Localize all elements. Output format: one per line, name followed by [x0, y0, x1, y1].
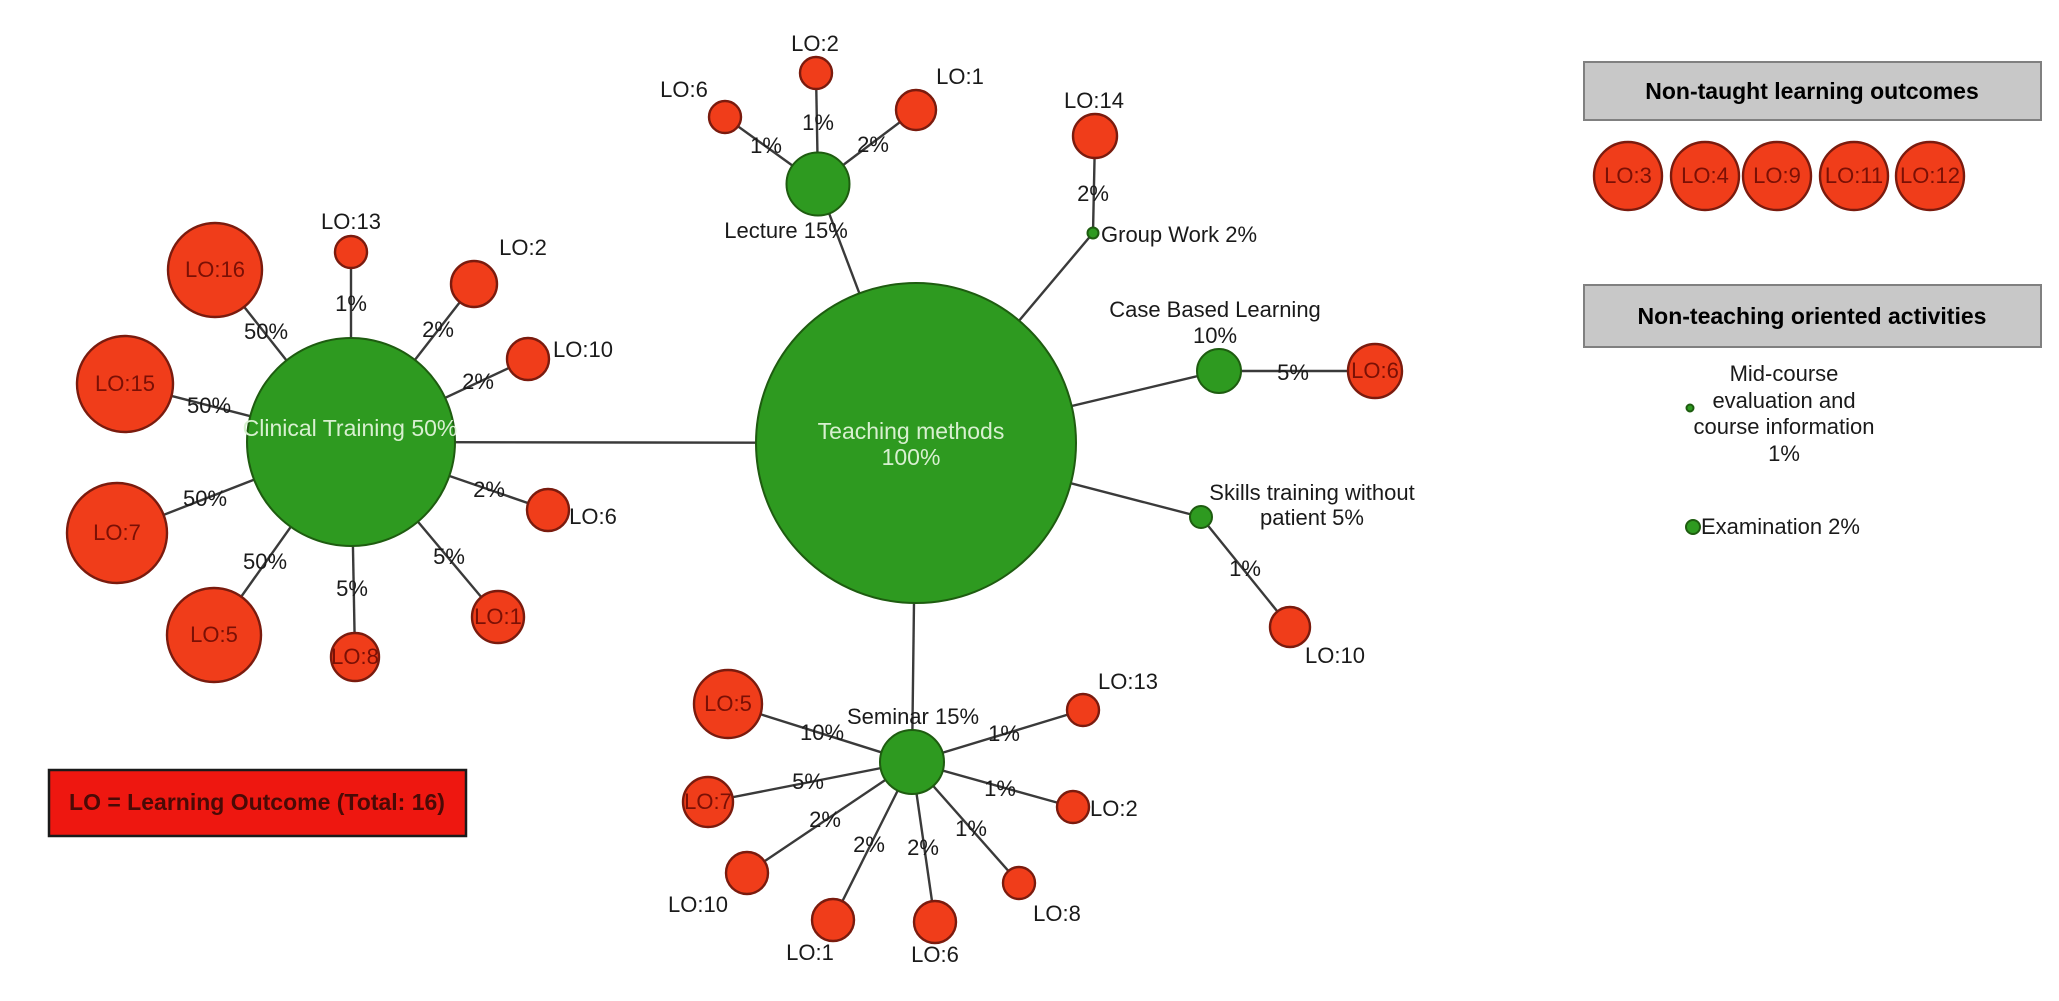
svg-text:Examination 2%: Examination 2%	[1701, 514, 1860, 539]
svg-text:2%: 2%	[462, 369, 494, 394]
svg-text:LO:13: LO:13	[321, 209, 381, 234]
svg-text:1%: 1%	[988, 721, 1020, 746]
svg-text:Skills training without: Skills training without	[1209, 480, 1414, 505]
svg-text:2%: 2%	[907, 835, 939, 860]
svg-text:100%: 100%	[882, 444, 941, 470]
svg-text:LO:6: LO:6	[569, 504, 617, 529]
svg-text:LO:5: LO:5	[190, 622, 238, 647]
svg-text:5%: 5%	[433, 544, 465, 569]
svg-text:LO:8: LO:8	[331, 644, 379, 669]
svg-text:1%: 1%	[335, 291, 367, 316]
svg-text:LO:13: LO:13	[1098, 669, 1158, 694]
svg-text:Non-taught learning outcomes: Non-taught learning outcomes	[1645, 78, 1979, 104]
svg-text:2%: 2%	[422, 317, 454, 342]
svg-text:LO:1: LO:1	[936, 64, 984, 89]
svg-text:2%: 2%	[473, 477, 505, 502]
svg-text:1%: 1%	[1229, 556, 1261, 581]
svg-text:LO:2: LO:2	[499, 235, 547, 260]
svg-text:LO:6: LO:6	[1351, 358, 1399, 383]
svg-text:LO:6: LO:6	[660, 77, 708, 102]
svg-text:1%: 1%	[955, 816, 987, 841]
svg-text:LO:4: LO:4	[1681, 163, 1729, 188]
svg-text:LO:10: LO:10	[553, 337, 613, 362]
svg-text:2%: 2%	[809, 807, 841, 832]
svg-text:5%: 5%	[1277, 360, 1309, 385]
svg-text:1%: 1%	[750, 133, 782, 158]
svg-text:50%: 50%	[183, 486, 227, 511]
svg-text:1%: 1%	[802, 110, 834, 135]
svg-text:10%: 10%	[1193, 323, 1237, 348]
svg-text:50%: 50%	[243, 549, 287, 574]
svg-text:2%: 2%	[857, 132, 889, 157]
svg-text:LO:3: LO:3	[1604, 163, 1652, 188]
svg-text:LO:10: LO:10	[1305, 643, 1365, 668]
svg-text:LO:11: LO:11	[1825, 163, 1883, 188]
svg-text:10%: 10%	[800, 720, 844, 745]
svg-text:Case Based Learning: Case Based Learning	[1109, 297, 1321, 322]
svg-text:5%: 5%	[336, 576, 368, 601]
svg-text:Clinical Training 50%: Clinical Training 50%	[243, 415, 458, 441]
svg-text:50%: 50%	[187, 393, 231, 418]
svg-text:1%: 1%	[984, 776, 1016, 801]
svg-text:LO:5: LO:5	[704, 691, 752, 716]
svg-text:patient 5%: patient 5%	[1260, 505, 1364, 530]
svg-text:evaluation and: evaluation and	[1712, 388, 1855, 413]
svg-text:LO:9: LO:9	[1753, 163, 1801, 188]
svg-text:course information: course information	[1694, 414, 1875, 439]
svg-text:LO:15: LO:15	[95, 371, 155, 396]
svg-text:LO:2: LO:2	[1090, 796, 1138, 821]
svg-text:Seminar 15%: Seminar 15%	[847, 704, 979, 729]
svg-text:LO:10: LO:10	[668, 892, 728, 917]
svg-text:5%: 5%	[792, 769, 824, 794]
svg-text:Group Work 2%: Group Work 2%	[1101, 222, 1257, 247]
svg-text:Mid-course: Mid-course	[1730, 361, 1839, 386]
svg-text:LO = Learning Outcome (Total:: LO = Learning Outcome (Total: 16)	[69, 789, 445, 815]
svg-text:2%: 2%	[1077, 181, 1109, 206]
svg-text:1%: 1%	[1768, 441, 1800, 466]
svg-text:LO:8: LO:8	[1033, 901, 1081, 926]
svg-text:LO:6: LO:6	[911, 942, 959, 967]
svg-text:LO:1: LO:1	[786, 940, 834, 965]
svg-text:Non-teaching oriented activiti: Non-teaching oriented activities	[1638, 303, 1987, 329]
svg-text:50%: 50%	[244, 319, 288, 344]
svg-text:2%: 2%	[853, 832, 885, 857]
svg-text:LO:12: LO:12	[1900, 163, 1960, 188]
svg-text:LO:7: LO:7	[93, 520, 141, 545]
svg-text:LO:2: LO:2	[791, 31, 839, 56]
svg-text:LO:16: LO:16	[185, 257, 245, 282]
svg-text:Teaching methods: Teaching methods	[818, 418, 1005, 444]
svg-text:Lecture 15%: Lecture 15%	[724, 218, 848, 243]
svg-text:LO:7: LO:7	[684, 789, 732, 814]
svg-text:LO:14: LO:14	[1064, 88, 1124, 113]
svg-text:LO:1: LO:1	[474, 604, 522, 629]
